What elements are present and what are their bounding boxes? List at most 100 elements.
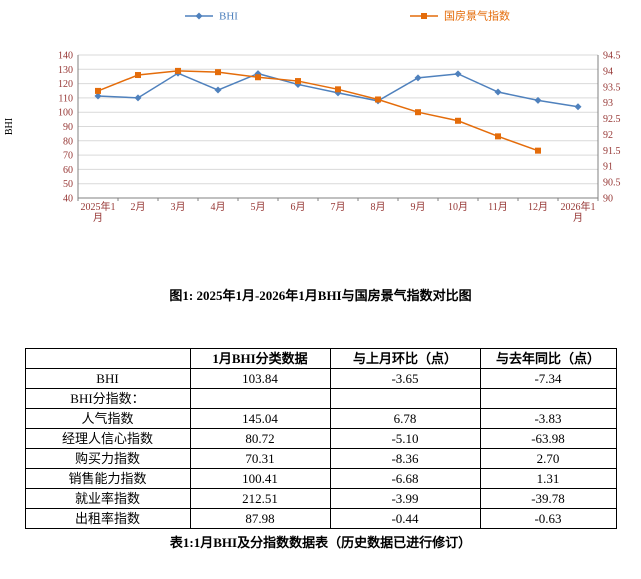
square-marker-icon	[255, 74, 261, 81]
row-label: BHI分指数：	[24, 388, 191, 409]
diamond-marker-icon	[454, 70, 462, 78]
row-value	[479, 388, 617, 409]
x-axis-label: 7月	[331, 201, 346, 213]
left-axis-tick-label: 100	[58, 108, 73, 119]
header-cell-yoy-change: 与去年同比（点）	[479, 348, 617, 369]
row-label: 出租率指数	[24, 508, 191, 529]
left-axis-tick-label: 90	[63, 122, 73, 133]
row-value: 100.41	[189, 468, 331, 489]
legend-label: BHI	[219, 11, 238, 23]
row-label: 购买力指数	[24, 448, 191, 469]
x-axis-label: 4月	[211, 201, 226, 213]
left-axis-tick-label: 50	[63, 179, 73, 190]
table-row: BHI分指数：	[24, 388, 617, 409]
table-caption: 表1:1月BHI及分指数数据表（历史数据已进行修订）	[169, 535, 472, 550]
square-marker-icon	[415, 109, 421, 116]
square-marker-icon	[135, 72, 141, 79]
x-axis-label: 5月	[251, 201, 266, 213]
right-axis-tick-label: 91	[603, 162, 613, 173]
x-axis-label: 2025年1	[81, 200, 116, 213]
right-axis-tick-label: 94.5	[603, 51, 621, 62]
table-row: 人气指数 145.04 6.78 -3.83	[24, 408, 617, 429]
chart-section: 40 50 60 70 80 90 100 110 120 130 140 90 90.5 91 91.5 9…	[0, 0, 641, 245]
row-value: -39.78	[479, 488, 617, 509]
diamond-marker-icon	[214, 86, 222, 94]
square-marker-icon	[95, 87, 101, 94]
header-cell-blank	[24, 348, 191, 369]
right-axis-tick-label: 92	[603, 130, 613, 141]
bhi-comparison-chart: 40 50 60 70 80 90 100 110 120 130 140 90 90.5 91 91.5 9…	[4, 9, 621, 225]
left-axis-tick-label: 80	[63, 136, 73, 147]
row-label: 人气指数	[24, 408, 191, 429]
x-axis-label: 3月	[171, 201, 186, 213]
row-value: -63.98	[479, 428, 617, 449]
row-value: 87.98	[189, 508, 331, 529]
series-line	[97, 70, 539, 152]
row-value: -3.99	[329, 488, 481, 509]
diamond-marker-icon	[574, 103, 582, 111]
x-axis-label: 11月	[488, 201, 508, 213]
row-value: -7.34	[479, 368, 617, 389]
x-axis-label: 9月	[411, 201, 426, 213]
left-axis-tick-label: 110	[58, 93, 73, 104]
table-row: 销售能力指数 100.41 -6.68 1.31	[24, 468, 617, 489]
left-axis-tick-label: 140	[58, 51, 73, 62]
row-value: -5.10	[329, 428, 481, 449]
x-axis-label: 8月	[371, 201, 386, 213]
diamond-marker-icon	[195, 12, 203, 20]
row-value: -0.44	[329, 508, 481, 529]
row-value: 212.51	[189, 488, 331, 509]
x-axis-label: 12月	[528, 201, 548, 213]
square-marker-icon	[535, 147, 541, 154]
x-axis-label: 6月	[291, 201, 306, 213]
right-axis-tick-label: 91.5	[603, 146, 621, 157]
row-value: 1.31	[479, 468, 617, 489]
right-axis-tick-label: 93	[603, 98, 613, 109]
figure-caption: 图1: 2025年1月-2026年1月BHI与国房景气指数对比图	[169, 288, 472, 303]
square-marker-icon	[215, 69, 221, 76]
left-axis-tick-label: 70	[63, 151, 73, 162]
x-axis-label: 10月	[448, 201, 468, 213]
row-value: -6.68	[329, 468, 481, 489]
header-cell-mom-change: 与上月环比（点）	[329, 348, 481, 369]
row-label: 经理人信心指数	[24, 428, 191, 449]
diamond-marker-icon	[134, 94, 142, 102]
diamond-marker-icon	[414, 74, 422, 82]
square-marker-icon	[375, 96, 381, 103]
left-axis-tick-label: 130	[58, 65, 73, 76]
row-value: 6.78	[329, 408, 481, 429]
table-body: BHI 103.84 -3.65 -7.34 BHI分指数： 人气指数 145.04 6.78…	[24, 368, 617, 529]
legend-label: 国房景气指数	[444, 9, 510, 23]
row-value: -0.63	[479, 508, 617, 529]
diamond-marker-icon	[94, 92, 102, 100]
row-label: 就业率指数	[24, 488, 191, 509]
table-row: 出租率指数 87.98 -0.44 -0.63	[24, 508, 617, 529]
left-axis-tick-label: 40	[63, 194, 73, 205]
diamond-marker-icon	[494, 88, 502, 96]
square-marker-icon	[335, 86, 341, 93]
row-label: 销售能力指数	[24, 468, 191, 489]
square-marker-icon	[175, 67, 181, 74]
left-axis-tick-label: 120	[58, 79, 73, 90]
header-cell-monthly-data: 1月BHI分类数据	[189, 348, 331, 369]
table-row: BHI 103.84 -3.65 -7.34	[24, 368, 617, 389]
row-value: -3.83	[479, 408, 617, 429]
row-value: 145.04	[189, 408, 331, 429]
square-marker-icon	[421, 13, 427, 19]
row-label: BHI	[24, 368, 191, 389]
x-axis-label: 2月	[131, 201, 146, 213]
left-axis-tick-label: 60	[63, 165, 73, 176]
right-axis-tick-label: 90.5	[603, 178, 621, 189]
right-axis-tick-label: 92.5	[603, 114, 621, 125]
x-axis-label: 月	[93, 212, 103, 224]
row-value: 70.31	[189, 448, 331, 469]
y-axis-title: BHI	[4, 118, 15, 135]
right-axis-tick-label: 94	[603, 66, 613, 77]
row-value: -3.65	[329, 368, 481, 389]
table-row: 经理人信心指数 80.72 -5.10 -63.98	[24, 428, 617, 449]
table-row: 就业率指数 212.51 -3.99 -39.78	[24, 488, 617, 509]
report-page: 40 50 60 70 80 90 100 110 120 130 140 90 90.5 91 91.5 9…	[0, 0, 641, 551]
diamond-marker-icon	[534, 96, 542, 104]
row-value: 80.72	[189, 428, 331, 449]
table-header-row: 1月BHI分类数据 与上月环比（点） 与去年同比（点）	[24, 348, 617, 369]
